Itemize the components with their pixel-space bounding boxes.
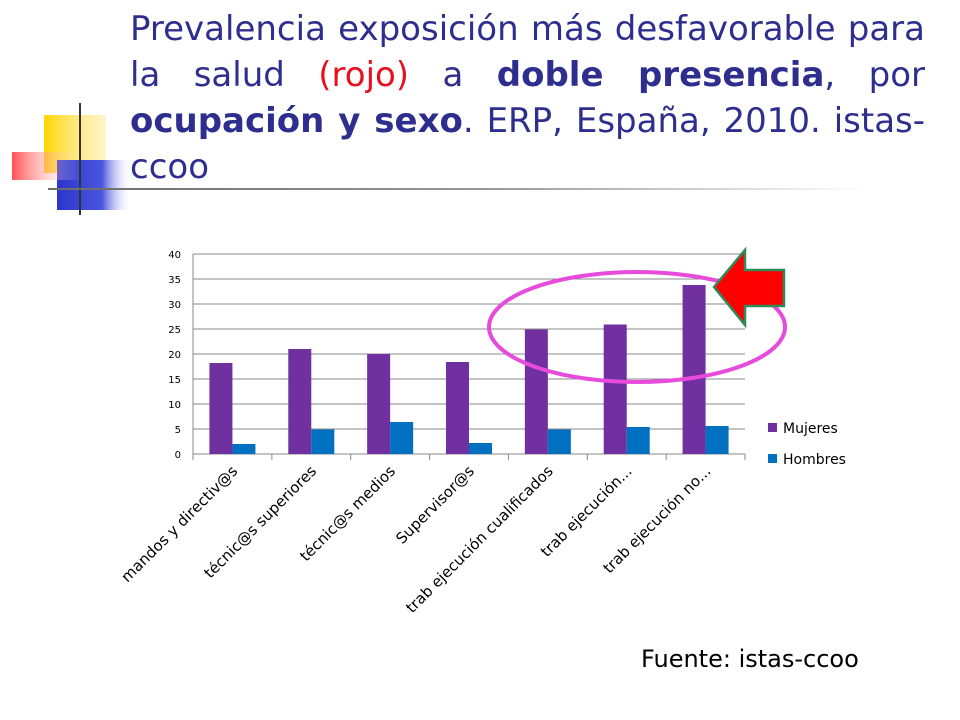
title-text-1: Prevalencia exposición más desfavorable … [130, 9, 925, 95]
highlight-ellipse [487, 270, 787, 384]
y-tick-label: 15 [168, 375, 181, 386]
bar-hombres [626, 427, 650, 454]
deco-red-bar [12, 152, 82, 180]
slide-decoration [12, 103, 132, 215]
y-tick-label: 25 [168, 325, 181, 336]
source-caption: Fuente: istas-ccoo [641, 645, 859, 673]
title-underline [48, 188, 868, 190]
bar-mujeres [209, 363, 233, 454]
red-arrow-icon [712, 246, 786, 329]
y-tick-label: 30 [168, 300, 181, 311]
y-tick-label: 40 [168, 250, 181, 261]
bar-mujeres [288, 349, 312, 454]
title-red-word: (rojo) [318, 55, 410, 95]
x-tick-label: trab ejecución cualificados [402, 462, 557, 617]
bar-hombres [311, 429, 335, 454]
legend-label: Mujeres [783, 421, 838, 437]
y-tick-label: 35 [168, 275, 181, 286]
bar-mujeres [682, 285, 706, 454]
title-text-3: , por [824, 55, 925, 95]
bar-hombres [469, 443, 492, 454]
title-bold-1: doble presencia [496, 55, 825, 95]
x-tick-label: Supervisor@s [392, 462, 478, 548]
legend-label: Hombres [783, 452, 846, 468]
title-text-2: a [409, 55, 497, 95]
y-tick-label: 20 [168, 350, 181, 361]
bar-mujeres [524, 329, 548, 454]
title-bold-2: ocupación y sexo [130, 101, 463, 141]
title-text-4: . ERP, España, 2010. istas-ccoo [130, 101, 926, 187]
bar-mujeres [367, 354, 391, 454]
bar-hombres [547, 429, 571, 454]
y-tick-label: 10 [168, 400, 181, 411]
bar-hombres [390, 422, 414, 454]
y-tick-label: 0 [175, 450, 181, 461]
legend-swatch-hombres [768, 454, 777, 463]
bar-mujeres [603, 324, 627, 454]
y-tick-label: 5 [175, 425, 181, 436]
slide-title: Prevalencia exposición más desfavorable … [130, 6, 925, 190]
bar-mujeres [446, 362, 469, 454]
legend-swatch-mujeres [768, 423, 777, 432]
bar-hombres [232, 444, 256, 454]
bar-hombres [705, 426, 729, 454]
